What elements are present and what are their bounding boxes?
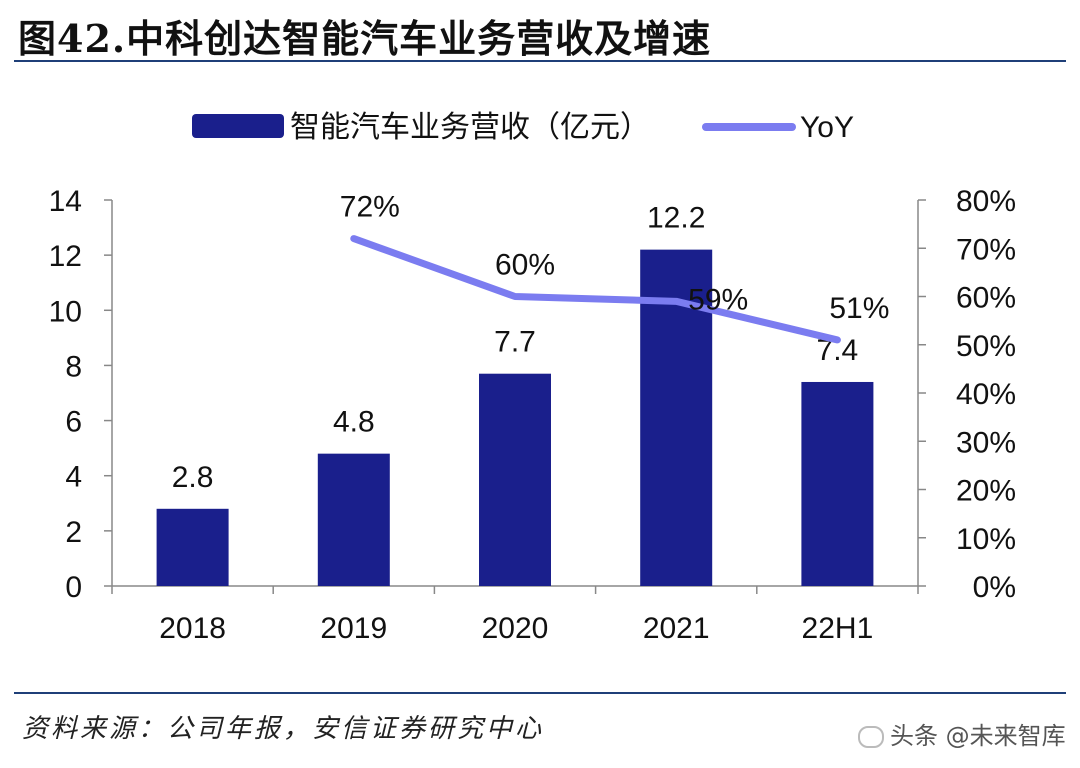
legend-bar-label: 智能汽车业务营收（亿元） — [290, 110, 650, 145]
chat-icon — [858, 726, 884, 748]
bar — [801, 381, 874, 586]
x-tick-label: 2019 — [320, 612, 387, 645]
bar-value-label: 4.8 — [333, 406, 375, 439]
left-tick-label: 10 — [49, 295, 82, 328]
x-tick-label: 22H1 — [802, 612, 874, 645]
right-tick-label: 50% — [956, 330, 1016, 363]
yoy-value-label: 51% — [829, 292, 889, 325]
x-tick-label: 2020 — [482, 612, 549, 645]
watermark: 头条 @未来智库 — [858, 716, 1066, 751]
left-tick-label: 12 — [49, 240, 82, 273]
left-tick-label: 6 — [65, 406, 82, 439]
bar-line-chart: 0 2 4 6 8 10 12 14 0% 10% 20% 30% 40% 50% 60% 70% 80% 2.8… — [49, 110, 1016, 645]
yoy-value-label: 60% — [495, 249, 555, 282]
yoy-value-label: 72% — [340, 191, 400, 224]
right-tick-label: 0% — [973, 571, 1016, 604]
figure-title: 图42.中科创达智能汽车业务营收及增速 — [18, 16, 712, 61]
right-tick-label: 30% — [956, 426, 1016, 459]
bar-value-label: 2.8 — [172, 461, 214, 494]
right-tick-label: 20% — [956, 475, 1016, 508]
yoy-line — [350, 235, 841, 344]
bar — [317, 453, 390, 586]
yoy-value-label: 59% — [688, 283, 748, 316]
left-tick-label: 4 — [65, 461, 82, 494]
title-rule — [14, 60, 1066, 62]
left-tick-label: 14 — [49, 185, 82, 218]
x-tick-label: 2018 — [159, 612, 226, 645]
x-tick-label: 2021 — [643, 612, 710, 645]
bar — [479, 373, 551, 586]
right-tick-label: 40% — [956, 378, 1016, 411]
right-tick-label: 80% — [956, 185, 1016, 218]
right-tick-label: 10% — [956, 523, 1016, 556]
right-tick-label: 70% — [956, 233, 1016, 266]
source-rule — [14, 692, 1066, 694]
left-tick-label: 2 — [65, 516, 82, 549]
watermark-text: 头条 @未来智库 — [890, 722, 1066, 750]
legend-bar-swatch — [192, 114, 284, 138]
left-tick-label: 8 — [65, 350, 82, 383]
source-note: 资料来源：公司年报，安信证券研究中心 — [22, 714, 545, 744]
bar — [156, 508, 229, 586]
bar-value-label: 7.7 — [494, 326, 536, 359]
right-tick-label: 60% — [956, 282, 1016, 315]
legend-line-label: YoY — [800, 111, 854, 144]
bar-value-label: 12.2 — [647, 202, 705, 235]
left-tick-label: 0 — [65, 571, 82, 604]
